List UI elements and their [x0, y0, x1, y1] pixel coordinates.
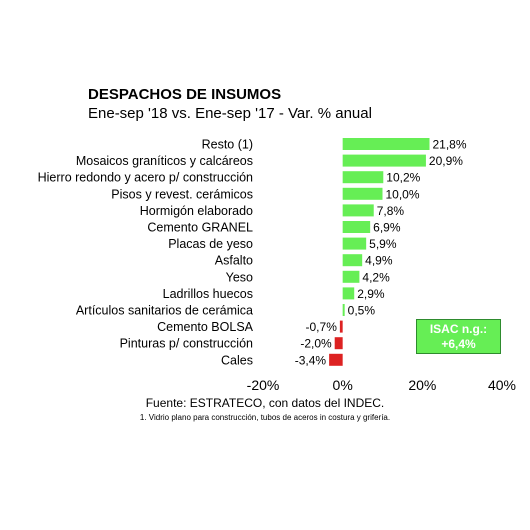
bar: [342, 171, 384, 184]
bar: [342, 138, 430, 150]
footnote: 1. Vidrio plano para construcción, tubos…: [139, 413, 391, 422]
category-label: Yeso: [226, 270, 253, 284]
bar: [342, 237, 367, 250]
data-label: 4,9%: [365, 254, 393, 268]
category-label: Cemento GRANEL: [147, 221, 253, 235]
x-tick-label: 0%: [333, 377, 353, 393]
bar: [342, 270, 360, 283]
category-label: Artículos sanitarios de cerámica: [76, 304, 253, 318]
data-label: 6,9%: [373, 221, 401, 235]
category-label: Hierro redondo y acero p/ construcción: [38, 171, 253, 185]
category-label: Cemento BOLSA: [157, 320, 254, 334]
isac-callout: ISAC n.g.: +6,4%: [416, 319, 501, 354]
data-label: 21,8%: [433, 138, 467, 152]
bar: [342, 154, 426, 167]
category-label: Asfalto: [215, 254, 253, 268]
x-tick-label: -20%: [247, 377, 280, 393]
category-label: Resto (1): [202, 138, 253, 152]
data-label: 7,8%: [377, 204, 405, 218]
bar: [342, 304, 345, 316]
data-label: 0,5%: [348, 304, 376, 318]
bar: [342, 187, 383, 200]
data-label: 5,9%: [369, 237, 397, 251]
data-label: -0,7%: [306, 320, 338, 334]
data-label: 2,9%: [357, 287, 385, 301]
chart-title: DESPACHOS DE INSUMOS: [88, 86, 282, 103]
bar: [342, 221, 371, 233]
bar: [329, 353, 343, 366]
bar: [342, 287, 355, 300]
bar: [342, 204, 374, 217]
category-label: Placas de yeso: [168, 237, 253, 251]
data-label: 10,2%: [386, 171, 420, 185]
x-tick-label: 20%: [408, 377, 436, 393]
isac-value: +6,4%: [441, 337, 476, 351]
source-note: Fuente: ESTRATECO, con datos del INDEC.: [145, 396, 385, 410]
data-label: 20,9%: [429, 154, 463, 168]
category-label: Pisos y revest. cerámicos: [111, 187, 253, 201]
bar: [342, 254, 363, 267]
category-label: Ladrillos huecos: [163, 287, 253, 301]
category-label: Hormigón elaborado: [140, 204, 253, 218]
data-label: 10,0%: [386, 187, 420, 201]
isac-label: ISAC n.g.:: [429, 322, 488, 336]
category-label: Pinturas p/ construcción: [120, 337, 253, 351]
bar: [339, 320, 343, 333]
data-label: -3,4%: [295, 353, 327, 367]
category-label: Cales: [221, 353, 253, 367]
category-label: Mosaicos graníticos y calcáreos: [76, 154, 253, 168]
data-label: -2,0%: [300, 337, 332, 351]
bar: [334, 337, 343, 350]
chart-subtitle: Ene-sep '18 vs. Ene-sep '17 - Var. % anu…: [88, 105, 372, 122]
data-label: 4,2%: [362, 270, 390, 284]
x-tick-label: 40%: [488, 377, 516, 393]
